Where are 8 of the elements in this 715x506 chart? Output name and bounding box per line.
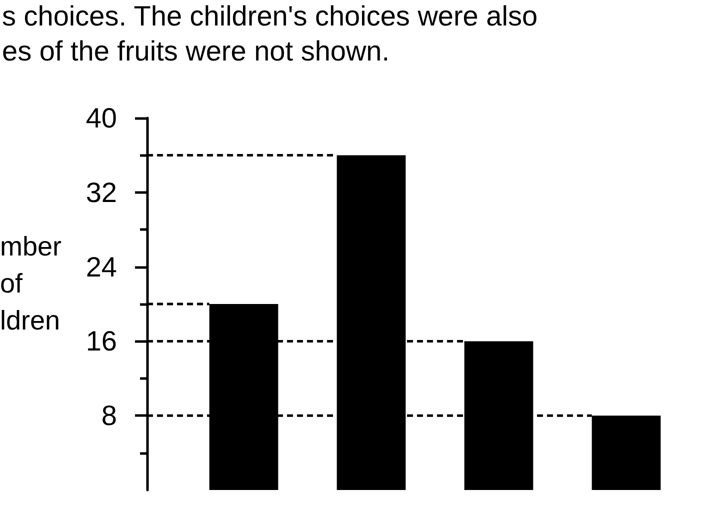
text: s choices. The children's choices were also (2, 0, 538, 32)
y-axis-title: mber of ldren (0, 232, 62, 336)
y-tick-label: 16 (86, 326, 117, 357)
y-tick-label: 40 (86, 102, 117, 134)
y-tick-label: 32 (86, 176, 117, 208)
y-tick-label: 8 (101, 400, 117, 432)
text: es of the fruits were not shown. (2, 36, 390, 66)
y-tick-label: 24 (86, 251, 117, 282)
